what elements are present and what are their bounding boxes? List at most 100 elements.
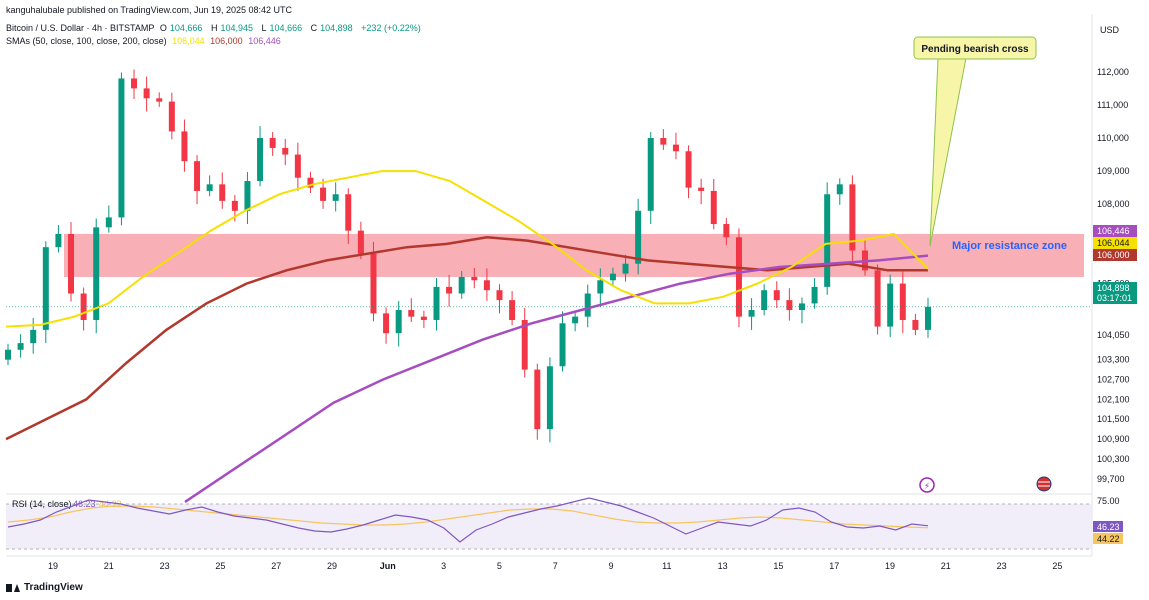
ohlc-open: O 104,666 <box>159 23 203 33</box>
candle-body <box>912 319 919 330</box>
candle-body <box>647 138 654 211</box>
candle-body <box>685 151 692 188</box>
sma-legend: SMAs (50, close, 100, close, 200, close)… <box>6 36 284 46</box>
sma-label[interactable]: SMAs (50, close, 100, close, 200, close) <box>6 36 167 46</box>
candle-body <box>55 233 62 248</box>
sma100-line <box>5 236 928 441</box>
sma50-line <box>5 170 929 328</box>
annotation-label: Pending bearish cross <box>921 44 1029 55</box>
candle-body <box>68 233 75 294</box>
x-tick-label: 11 <box>662 561 671 571</box>
rsi-line <box>7 497 929 543</box>
candle-body <box>483 280 490 291</box>
candle-body <box>899 283 906 320</box>
candle-body <box>874 270 881 327</box>
candle-body <box>622 263 629 274</box>
candle-body <box>471 276 478 281</box>
candle-body <box>534 369 541 430</box>
y-tick-label: 109,000 <box>1097 166 1130 176</box>
candle-body <box>30 329 37 344</box>
candle-body <box>723 224 730 238</box>
y-tick-label: 111,000 <box>1097 100 1128 110</box>
candle-body <box>294 154 301 178</box>
candle-body <box>231 200 238 211</box>
x-tick-label: 23 <box>997 561 1007 571</box>
x-tick-label: 7 <box>553 561 558 571</box>
rsi-band <box>6 504 1092 549</box>
candle-body <box>282 147 289 155</box>
tradingview-logo-text: TradingView <box>24 582 83 593</box>
price-tag <box>1093 249 1137 261</box>
candle-body <box>458 276 465 294</box>
x-tick-label: 17 <box>829 561 839 571</box>
candle-body <box>572 316 579 324</box>
rsi-ma-value: 44.22 <box>99 499 122 509</box>
annotation-pointer <box>929 57 967 247</box>
x-tick-label: 25 <box>215 561 225 571</box>
candle-body <box>748 310 755 317</box>
rsi-y-tick: 75.00 <box>1097 496 1120 506</box>
candle-body <box>143 88 150 99</box>
price-tag-label: 104,898 <box>1097 283 1130 293</box>
y-tick-label: 103,300 <box>1097 355 1130 365</box>
candle-body <box>660 138 667 145</box>
x-tick-label: 5 <box>497 561 502 571</box>
candle-body <box>786 300 793 311</box>
candle-body <box>408 310 415 317</box>
candle-body <box>395 310 402 334</box>
countdown-label: 03:17:01 <box>1097 293 1132 303</box>
x-tick-label: 21 <box>104 561 114 571</box>
price-tag <box>1093 282 1137 294</box>
axis-unit: USD <box>1100 25 1120 35</box>
rsi-title: RSI (14, close) <box>12 499 72 509</box>
candle-body <box>433 286 440 320</box>
rsi-value: 46.23 <box>73 499 96 509</box>
price-change: +232 (+0.22%) <box>361 23 421 33</box>
candle-body <box>168 101 175 132</box>
y-tick-label: 101,500 <box>1097 414 1130 424</box>
candle-body <box>80 293 87 320</box>
candle-body <box>887 283 894 327</box>
x-tick-label: Jun <box>380 561 396 571</box>
candle-body <box>206 184 213 191</box>
candle-body <box>219 184 226 201</box>
rsi-ma-tag-label: 44.22 <box>1097 534 1120 544</box>
ohlc-low: L 104,666 <box>261 23 303 33</box>
tradingview-logo-icon <box>6 583 20 592</box>
candle-body <box>559 323 566 367</box>
rsi-tag-label: 46.23 <box>1097 522 1120 532</box>
x-tick-label: 9 <box>608 561 613 571</box>
candle-body <box>609 273 616 281</box>
x-tick-label: 21 <box>941 561 951 571</box>
candle-body <box>181 131 188 162</box>
x-tick-label: 13 <box>718 561 728 571</box>
candle-body <box>811 286 818 304</box>
y-tick-label: 110,000 <box>1097 133 1129 143</box>
y-tick-label: 100,300 <box>1097 454 1130 464</box>
event-flash-icon <box>919 477 935 493</box>
tradingview-logo[interactable]: TradingView <box>6 582 83 593</box>
sma100-value: 106,000 <box>210 36 243 46</box>
y-tick-label: 99,700 <box>1097 474 1125 484</box>
candle-body <box>307 177 314 188</box>
candle-body <box>131 78 138 89</box>
symbol-name[interactable]: Bitcoin / U.S. Dollar · 4h · BITSTAMP <box>6 23 155 33</box>
candle-body <box>446 286 453 294</box>
x-tick-label: 15 <box>773 561 783 571</box>
candle-body <box>320 187 327 201</box>
candle-body <box>105 217 112 228</box>
candle-body <box>194 161 201 191</box>
y-tick-label: 112,000 <box>1097 67 1129 77</box>
candle-body <box>546 366 553 430</box>
candle-body <box>370 253 377 314</box>
candle-body <box>383 313 390 334</box>
candle-body <box>824 194 831 287</box>
candle-body <box>269 138 276 148</box>
candle-body <box>584 293 591 317</box>
candle-body <box>332 194 339 201</box>
x-tick-label: 3 <box>441 561 446 571</box>
candle-body <box>597 280 604 294</box>
candle-body <box>710 190 717 225</box>
candle-body <box>156 98 163 102</box>
